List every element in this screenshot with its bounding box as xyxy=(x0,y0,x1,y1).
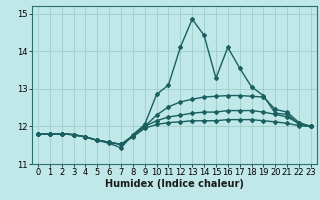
X-axis label: Humidex (Indice chaleur): Humidex (Indice chaleur) xyxy=(105,179,244,189)
